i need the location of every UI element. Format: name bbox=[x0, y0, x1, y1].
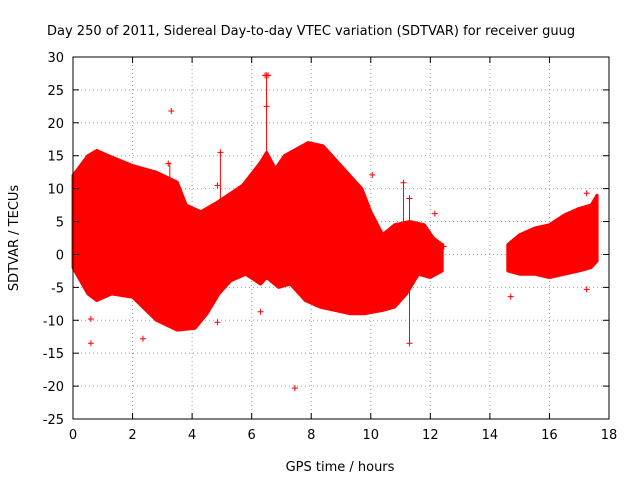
y-tick-label: 25 bbox=[47, 84, 64, 99]
outlier-point bbox=[263, 103, 270, 110]
data-markers bbox=[87, 72, 590, 392]
outlier-point bbox=[583, 190, 590, 197]
outlier-point bbox=[265, 72, 272, 79]
outlier-point bbox=[217, 149, 224, 156]
outlier-point bbox=[257, 308, 264, 315]
x-axis-title: GPS time / hours bbox=[286, 460, 395, 475]
outlier-point bbox=[165, 160, 172, 167]
outlier-point bbox=[87, 315, 94, 322]
main-band bbox=[71, 141, 444, 332]
outlier-point bbox=[369, 171, 376, 178]
y-tick-label: 5 bbox=[56, 216, 64, 231]
x-tick-label: 10 bbox=[363, 428, 380, 443]
late-band bbox=[506, 193, 599, 279]
x-tick-label: 14 bbox=[482, 428, 499, 443]
y-tick-label: -20 bbox=[43, 380, 64, 395]
outlier-point bbox=[168, 107, 175, 114]
outlier-point bbox=[507, 293, 514, 300]
x-tick-label: 2 bbox=[128, 428, 136, 443]
y-tick-label: 15 bbox=[47, 150, 64, 165]
outlier-point bbox=[440, 243, 447, 250]
y-tick-label: 0 bbox=[56, 248, 64, 263]
y-tick-label: -10 bbox=[43, 314, 64, 329]
chart-title: Day 250 of 2011, Sidereal Day-to-day VTE… bbox=[47, 24, 575, 39]
y-tick-label: -15 bbox=[43, 347, 64, 362]
y-tick-label: -5 bbox=[51, 281, 64, 296]
x-tick-label: 18 bbox=[601, 428, 618, 443]
outlier-point bbox=[214, 319, 221, 326]
y-tick-label: -25 bbox=[43, 413, 64, 428]
x-tick-label: 0 bbox=[69, 428, 77, 443]
outlier-point bbox=[139, 335, 146, 342]
y-tick-label: 30 bbox=[47, 51, 64, 66]
outlier-point bbox=[291, 385, 298, 392]
x-tick-label: 6 bbox=[248, 428, 256, 443]
y-axis-title: SDTVAR / TECUs bbox=[7, 185, 22, 292]
x-tick-label: 8 bbox=[307, 428, 315, 443]
outlier-point bbox=[214, 182, 221, 189]
x-tick-label: 12 bbox=[422, 428, 439, 443]
y-tick-label: 20 bbox=[47, 117, 64, 132]
outlier-point bbox=[431, 210, 438, 217]
outlier-point bbox=[406, 195, 413, 202]
plot-frame bbox=[72, 56, 610, 420]
outlier-point bbox=[400, 179, 407, 186]
x-tick-label: 16 bbox=[541, 428, 558, 443]
x-tick-label: 4 bbox=[188, 428, 196, 443]
y-tick-label: 10 bbox=[47, 183, 64, 198]
data-bands bbox=[71, 141, 599, 332]
outlier-point bbox=[583, 286, 590, 293]
outlier-point bbox=[406, 340, 413, 347]
outlier-point bbox=[87, 340, 94, 347]
ticks: 0 2 4 6 8 10 12 14 16 18 -25 -20 -15 -10 -5 0 5 10 15 20 25 3… bbox=[43, 51, 618, 443]
